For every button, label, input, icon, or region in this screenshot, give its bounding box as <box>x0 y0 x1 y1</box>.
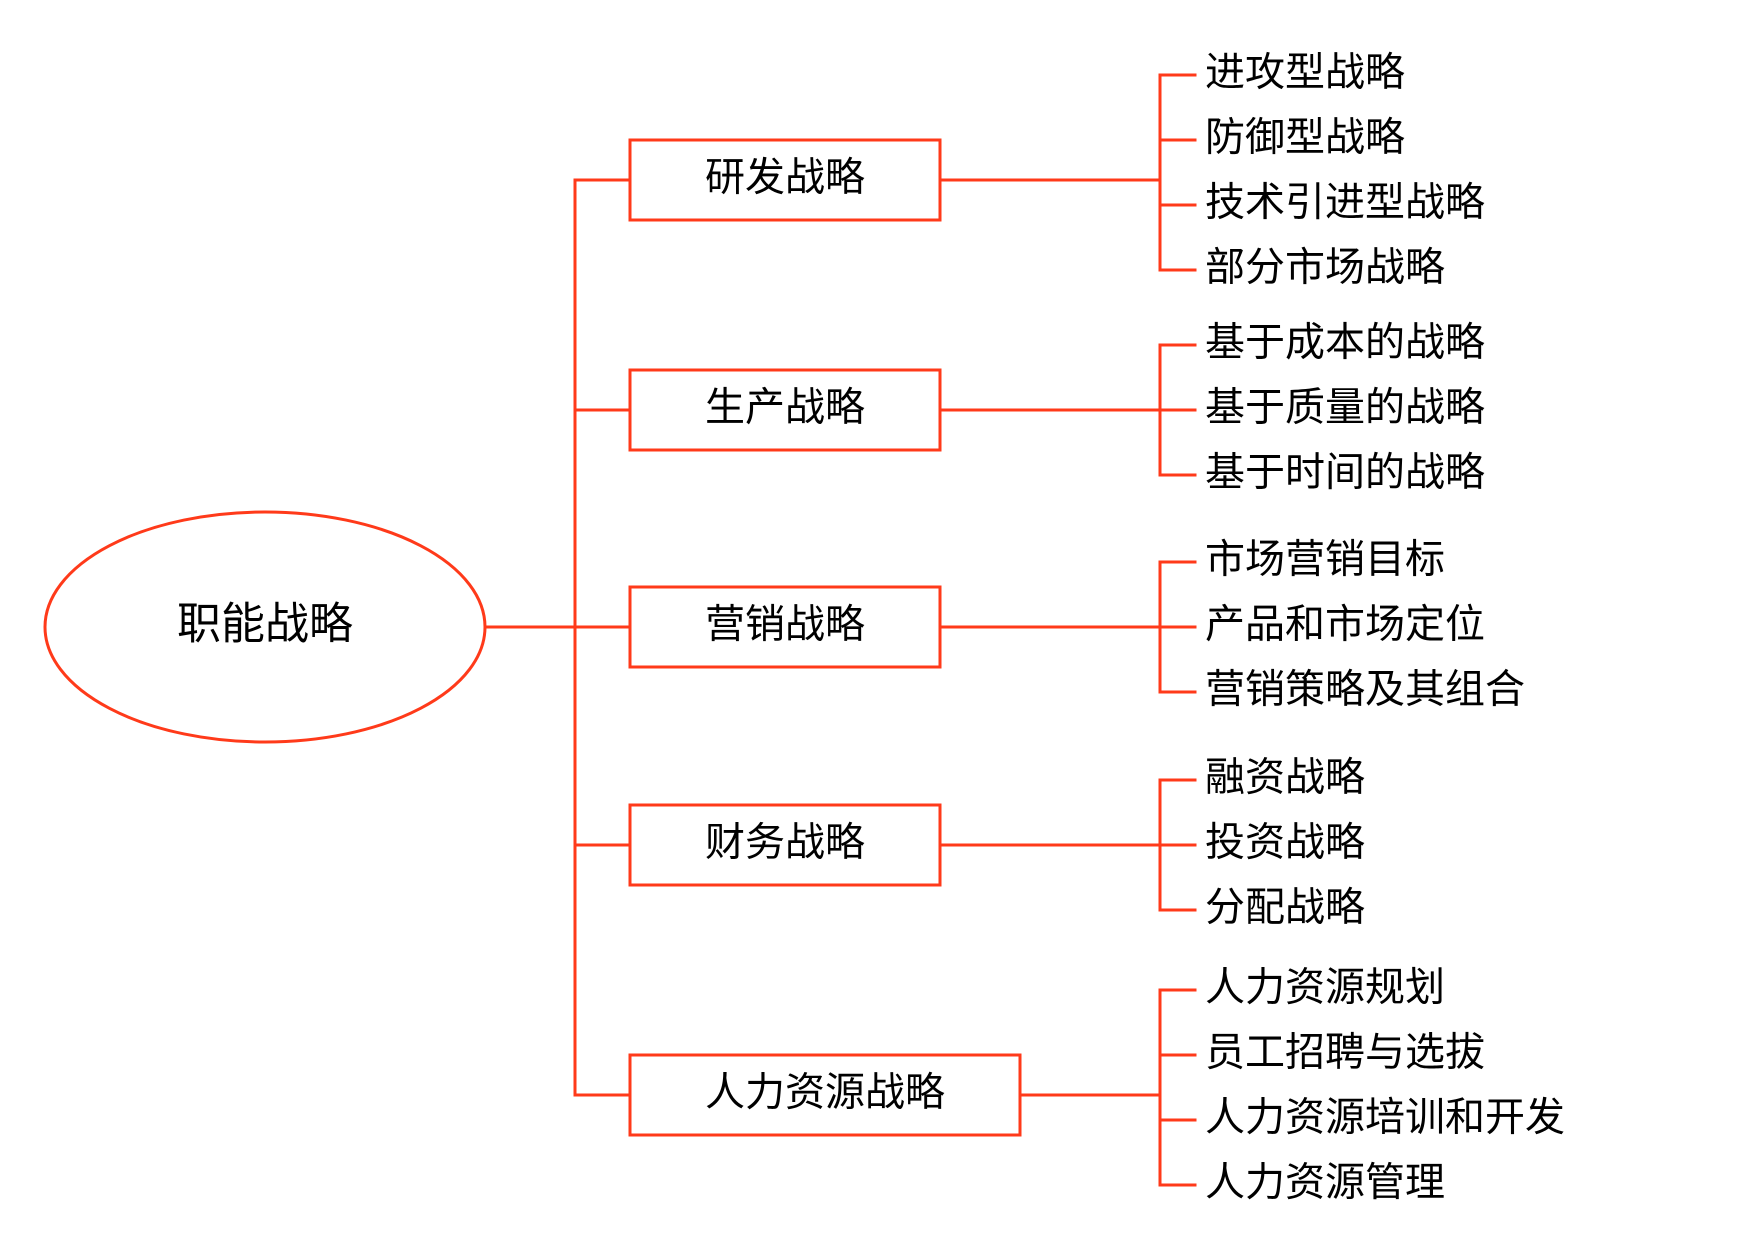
root-label: 职能战略 <box>177 600 353 649</box>
leaf-fin-0: 融资战略 <box>1205 756 1365 800</box>
leaf-hr-2: 人力资源培训和开发 <box>1205 1096 1565 1140</box>
branch-label-rd: 研发战略 <box>705 156 865 200</box>
leaf-fin-1: 投资战略 <box>1205 821 1365 865</box>
branch-label-prod: 生产战略 <box>705 386 865 430</box>
leaf-mkt-2: 营销策略及其组合 <box>1205 668 1525 712</box>
leaf-rd-3: 部分市场战略 <box>1205 246 1445 290</box>
leaf-rd-0: 进攻型战略 <box>1205 51 1405 95</box>
branch-label-mkt: 营销战略 <box>705 603 865 647</box>
leaf-mkt-1: 产品和市场定位 <box>1205 603 1485 647</box>
leaf-rd-1: 防御型战略 <box>1205 116 1405 160</box>
leaf-prod-0: 基于成本的战略 <box>1205 321 1485 365</box>
leaf-prod-2: 基于时间的战略 <box>1205 451 1485 495</box>
tree-diagram: 职能战略 研发战略 进攻型战略防御型战略技术引进型战略部分市场战略生产战略 基于成本的… <box>0 0 1757 1254</box>
leaf-hr-1: 员工招聘与选拔 <box>1205 1031 1485 1075</box>
leaf-prod-1: 基于质量的战略 <box>1205 386 1485 430</box>
branch-label-fin: 财务战略 <box>705 821 865 865</box>
branch-label-hr: 人力资源战略 <box>705 1071 945 1115</box>
leaf-hr-0: 人力资源规划 <box>1205 966 1445 1010</box>
leaf-mkt-0: 市场营销目标 <box>1205 538 1445 582</box>
leaf-fin-2: 分配战略 <box>1205 886 1365 930</box>
leaf-hr-3: 人力资源管理 <box>1205 1161 1445 1205</box>
leaf-rd-2: 技术引进型战略 <box>1205 181 1485 225</box>
